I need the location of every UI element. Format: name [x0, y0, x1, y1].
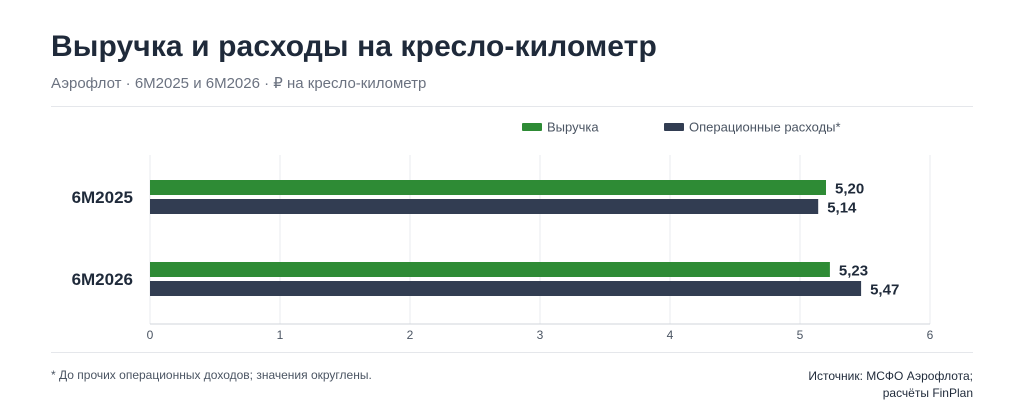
- chart-bars: 5,20 5,14 5,235,47: [150, 180, 899, 299]
- chart-title: Выручка и расходы на кресло-километр: [51, 30, 657, 63]
- bar-value-label: 5,14: [827, 200, 857, 217]
- bottom-divider: [51, 352, 973, 353]
- bar-value-label: 5,20: [835, 181, 864, 198]
- bar-expenses: [150, 199, 819, 214]
- chart-legend: Выручка Операционные расходы*: [522, 120, 841, 135]
- chart-subtitle: Аэрофлот · 6М2025 и 6М2026 · ₽ на кресло…: [51, 75, 427, 92]
- x-tick-label: 2: [407, 328, 414, 342]
- category-label: 6М2026: [72, 270, 133, 289]
- x-tick-label: 4: [667, 328, 674, 342]
- bar-revenue: [150, 262, 830, 277]
- category-labels: 6М2025 6М2026: [72, 188, 133, 289]
- x-tick-label: 3: [537, 328, 544, 342]
- x-tick-label: 1: [277, 328, 284, 342]
- legend-swatch-2: [664, 123, 684, 131]
- x-tick-label: 0: [147, 328, 154, 342]
- bar-revenue: [150, 180, 826, 195]
- category-label: 6М2025: [72, 188, 133, 207]
- source-note: Источник: МСФО Аэрофлота; расчёты FinPla…: [753, 368, 973, 402]
- bar-value-label: 5,23: [839, 263, 868, 280]
- bar-value-label: 5,47: [870, 282, 899, 299]
- x-axis-ticks: 0 1 2 3 4 5 6: [147, 328, 934, 342]
- top-divider: [51, 106, 973, 107]
- x-tick-label: 5: [797, 328, 804, 342]
- legend-label-2: Операционные расходы*: [689, 120, 841, 135]
- legend-swatch-1: [522, 123, 542, 131]
- source-line-2: расчёты FinPlan: [882, 386, 973, 400]
- legend-label-1: Выручка: [547, 120, 599, 135]
- source-line-1: Источник: МСФО Аэрофлота;: [808, 369, 973, 383]
- footnote: * До прочих операционных доходов; значен…: [51, 368, 372, 382]
- x-tick-label: 6: [927, 328, 934, 342]
- bar-chart: Выручка Операционные расходы* 5,205,145,2…: [72, 120, 934, 343]
- bar-expenses: [150, 281, 862, 296]
